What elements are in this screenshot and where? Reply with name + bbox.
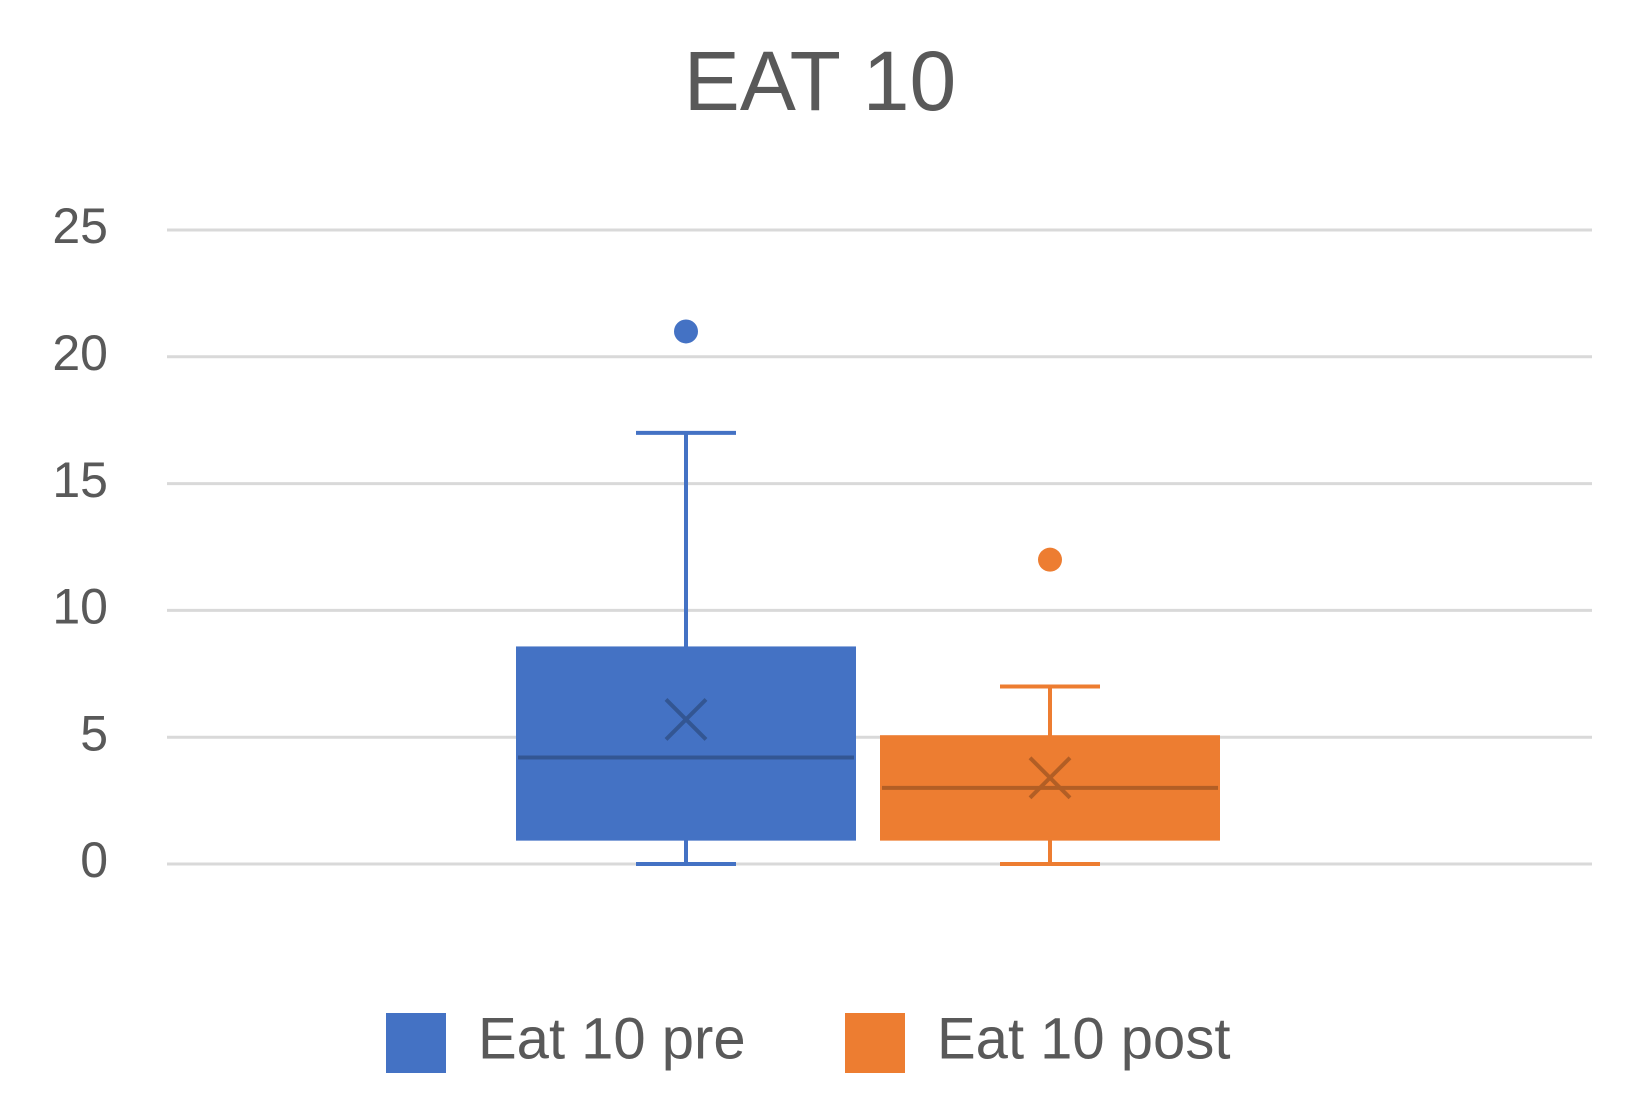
- y-tick-label: 25: [52, 198, 108, 254]
- box-group: [516, 319, 856, 866]
- box-group: [880, 547, 1220, 866]
- mean-stroke: [1028, 756, 1072, 800]
- legend-label: Eat 10 post: [937, 1006, 1230, 1071]
- y-tick-label: 15: [52, 452, 108, 508]
- legend-swatch: [386, 1013, 446, 1073]
- outlier: [674, 319, 698, 344]
- mean-marker: [664, 698, 708, 741]
- chart-title: EAT 10: [684, 34, 956, 128]
- legend-label: Eat 10 pre: [478, 1006, 746, 1071]
- y-tick-label: 20: [52, 325, 108, 381]
- y-tick-label: 10: [52, 579, 108, 635]
- y-tick-label: 5: [80, 705, 108, 761]
- mean-marker: [1028, 756, 1072, 800]
- y-tick-label: 0: [80, 832, 108, 888]
- legend-swatch: [845, 1013, 905, 1073]
- outlier: [1038, 547, 1062, 572]
- mean-stroke: [664, 698, 708, 741]
- box: [516, 646, 856, 841]
